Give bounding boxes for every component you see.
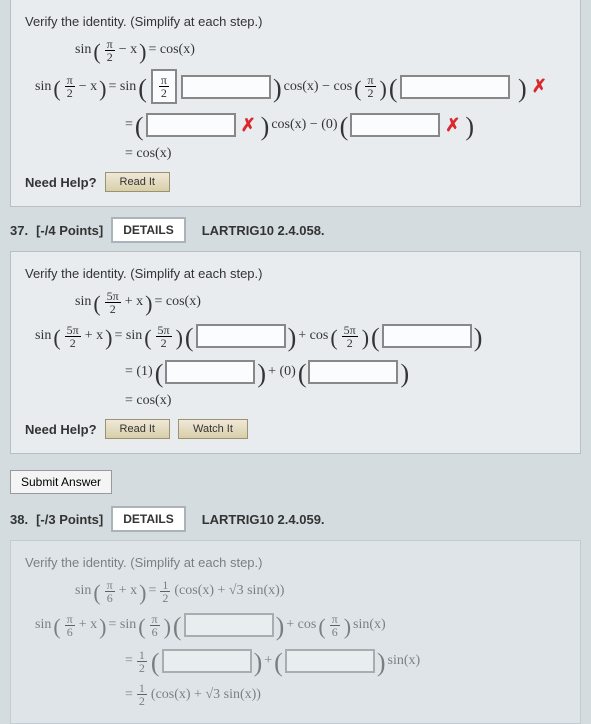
question-36-panel: Verify the identity. (Simplify at each s… <box>10 0 581 207</box>
read-it-button[interactable]: Read It <box>105 172 170 192</box>
answer-blank[interactable] <box>350 113 440 137</box>
answer-blank[interactable] <box>146 113 236 137</box>
step1-line: sin ( π6 + x ) = sin ( π6 ) ( ) + cos ( … <box>35 610 566 640</box>
step3-line: = cos(x) <box>125 146 566 162</box>
incorrect-icon: ✗ <box>532 76 547 97</box>
answer-blank[interactable] <box>162 649 252 673</box>
answer-blank[interactable] <box>165 360 255 384</box>
step2-line: = 12 ( ) + ( ) sin(x) <box>125 646 566 676</box>
step1-line: sin ( 5π2 + x ) = sin ( 5π2 ) ( ) + cos … <box>35 321 566 351</box>
answer-box-frac[interactable]: π2 <box>151 69 177 104</box>
instruction: Verify the identity. (Simplify at each s… <box>25 14 566 29</box>
read-it-button[interactable]: Read It <box>105 419 170 439</box>
step1-line: sin ( π2 − x ) = sin ( π2 ) cos(x) − cos… <box>35 69 566 104</box>
answer-blank[interactable] <box>196 324 286 348</box>
submit-answer-button[interactable]: Submit Answer <box>10 470 112 494</box>
question-number: 38. <box>10 512 28 527</box>
incorrect-icon: ✗ <box>241 115 256 136</box>
need-help-label: Need Help? <box>25 422 97 437</box>
instruction: Verify the identity. (Simplify at each s… <box>25 266 566 281</box>
question-ref: LARTRIG10 2.4.059. <box>202 512 325 527</box>
answer-blank[interactable] <box>181 75 271 99</box>
question-number: 37. <box>10 223 28 238</box>
identity-line: sin ( π6 + x ) = 12 (cos(x) + √3 sin(x)) <box>75 578 566 604</box>
step3-line: = 12 (cos(x) + √3 sin(x)) <box>125 682 566 707</box>
step2-line: = (1) ( ) + (0) ( ) <box>125 357 566 387</box>
identity-line: sin ( 5π2 + x ) = cos(x) <box>75 289 566 315</box>
answer-blank[interactable] <box>400 75 510 99</box>
incorrect-icon: ✗ <box>445 115 460 136</box>
need-help-row: Need Help? Read It Watch It <box>25 419 566 439</box>
step2-line: = ( ✗ ) cos(x) − (0) ( ✗ ) <box>125 110 566 140</box>
question-37-header: 37. [-/4 Points] DETAILS LARTRIG10 2.4.0… <box>10 217 581 243</box>
answer-blank[interactable] <box>382 324 472 348</box>
details-button[interactable]: DETAILS <box>111 217 185 243</box>
answer-blank[interactable] <box>285 649 375 673</box>
question-37-panel: Verify the identity. (Simplify at each s… <box>10 251 581 454</box>
question-38-header: 38. [-/3 Points] DETAILS LARTRIG10 2.4.0… <box>10 506 581 532</box>
question-38-panel: Verify the identity. (Simplify at each s… <box>10 540 581 724</box>
need-help-label: Need Help? <box>25 175 97 190</box>
instruction: Verify the identity. (Simplify at each s… <box>25 555 566 570</box>
step3-line: = cos(x) <box>125 393 566 409</box>
need-help-row: Need Help? Read It <box>25 172 566 192</box>
identity-line: sin ( π2 − x ) = cos(x) <box>75 37 566 63</box>
watch-it-button[interactable]: Watch It <box>178 419 248 439</box>
answer-blank[interactable] <box>308 360 398 384</box>
points-label: [-/3 Points] <box>36 512 103 527</box>
answer-blank[interactable] <box>184 613 274 637</box>
points-label: [-/4 Points] <box>36 223 103 238</box>
details-button[interactable]: DETAILS <box>111 506 185 532</box>
question-ref: LARTRIG10 2.4.058. <box>202 223 325 238</box>
